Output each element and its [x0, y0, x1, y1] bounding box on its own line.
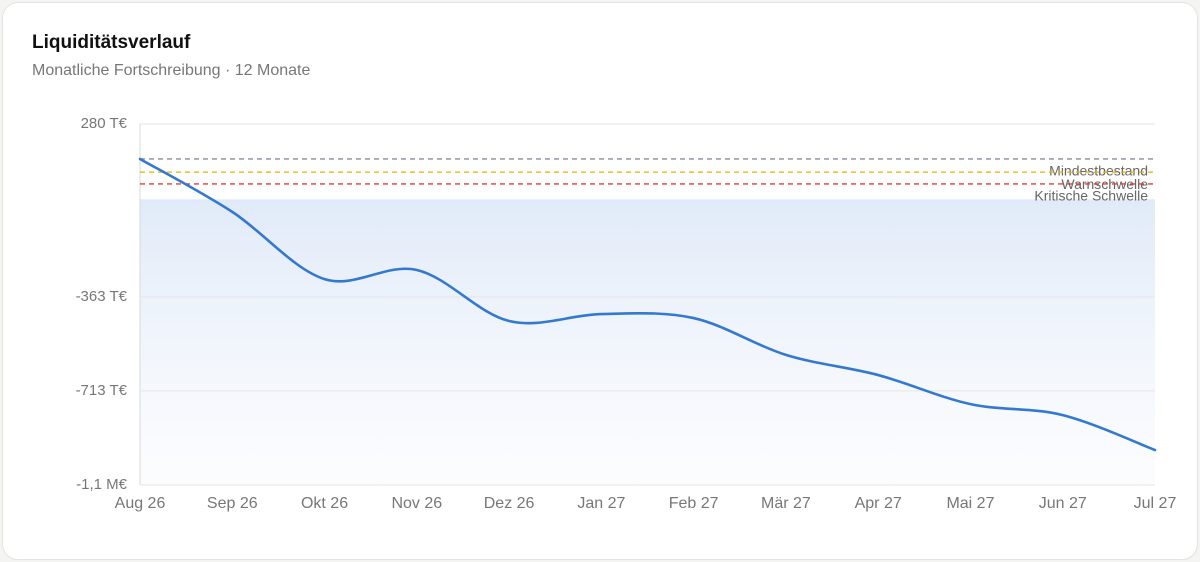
x-tick-label: Okt 26	[301, 495, 348, 512]
x-tick-label: Apr 27	[855, 495, 902, 512]
x-tick-label: Nov 26	[391, 495, 442, 512]
threshold-label: Kritische Schwelle	[1034, 188, 1148, 204]
y-tick-label: 280 T€	[81, 115, 128, 132]
y-tick-label: -713 T€	[76, 382, 128, 399]
x-tick-label: Dez 26	[484, 495, 535, 512]
chart-title: Liquiditätsverlauf	[32, 32, 191, 53]
x-tick-label: Aug 26	[115, 495, 166, 512]
x-tick-label: Mär 27	[761, 495, 811, 512]
x-tick-label: Mai 27	[946, 495, 994, 512]
x-tick-label: Jun 27	[1039, 495, 1087, 512]
x-tick-label: Jul 27	[1134, 495, 1177, 512]
x-tick-label: Jan 27	[577, 495, 625, 512]
y-tick-label: -363 T€	[76, 288, 128, 305]
area-below-zero	[140, 199, 1155, 485]
y-tick-label: -1,1 M€	[76, 476, 128, 493]
x-tick-label: Feb 27	[669, 495, 719, 512]
chart-subtitle: Monatliche Fortschreibung · 12 Monate	[32, 62, 310, 79]
x-tick-label: Sep 26	[207, 495, 258, 512]
line	[138, 157, 1157, 452]
threshold-label: Mindestbestand	[1049, 163, 1148, 179]
